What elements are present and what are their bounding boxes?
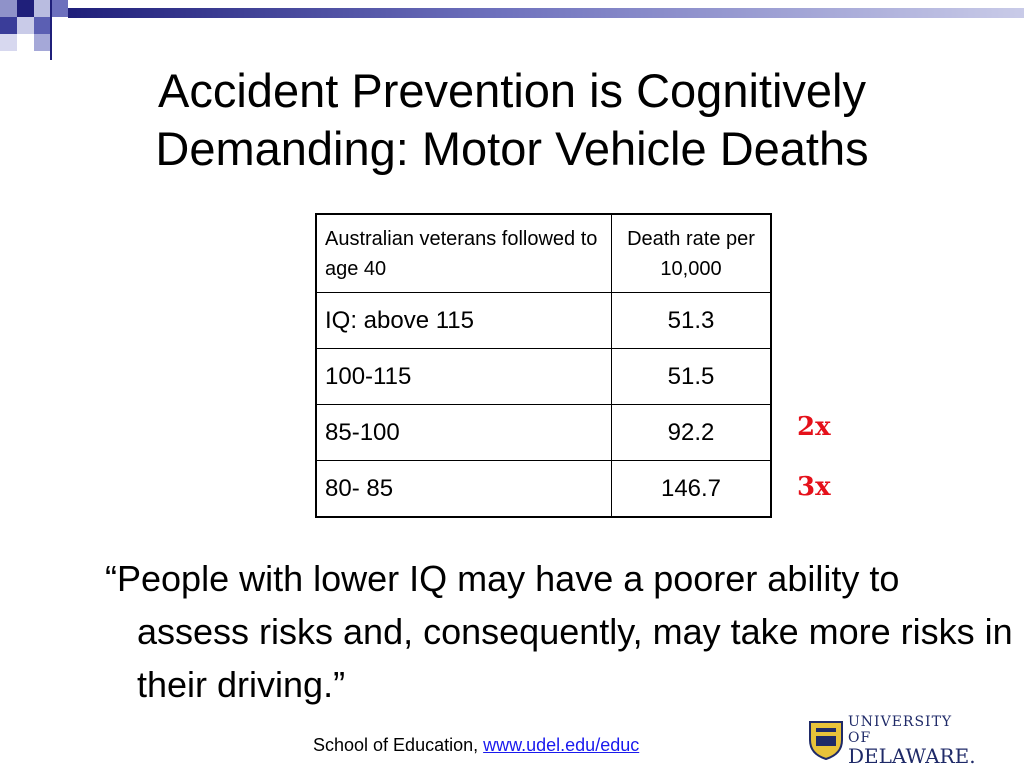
logo-line2: DELAWARE. [848,744,976,768]
footer-link[interactable]: www.udel.edu/educ [483,735,640,755]
decor-square [34,0,51,17]
death-rate-table: Australian veterans followed to age 40 D… [315,213,772,518]
death-rate-cell: 51.3 [611,292,772,349]
table-row: IQ: above 115 51.3 [315,292,772,349]
iq-range-cell: IQ: above 115 [315,292,612,349]
decor-square [51,0,68,17]
quote-text: “People with lower IQ may have a poorer … [105,558,1013,705]
death-rate-cell: 51.5 [611,348,772,405]
iq-range-cell: 100-115 [315,348,612,405]
table-header-row: Australian veterans followed to age 40 D… [315,213,772,293]
decor-square [0,0,17,17]
iq-range-cell: 80- 85 [315,460,612,518]
death-rate-cell: 146.7 [611,460,772,518]
logo-wordmark: UNIVERSITY OF DELAWARE. [848,714,976,768]
multiplier-2x: 2x [797,412,831,442]
multiplier-3x: 3x [797,472,831,502]
table-row: 80- 85 146.7 [315,460,772,518]
death-rate-cell: 92.2 [611,404,772,461]
header-death-rate: Death rate per 10,000 [611,213,772,293]
table-row: 100-115 51.5 [315,348,772,405]
decor-square [0,17,17,34]
university-logo: UNIVERSITY OF DELAWARE. [808,712,976,768]
decor-square [17,17,34,34]
decor-square [0,34,17,51]
table-row: 85-100 92.2 [315,404,772,461]
footer-prefix: School of Education, [313,735,484,755]
decor-square [34,17,51,34]
logo-line1: UNIVERSITY OF [848,714,953,746]
shield-icon [809,721,843,760]
header-cohort: Australian veterans followed to age 40 [315,213,612,293]
decor-square [34,34,51,51]
header-gradient-bar [68,8,1024,18]
footer: School of Education, www.udel.edu/educ [313,735,639,756]
slide-title: Accident Prevention is Cognitively Deman… [155,64,869,175]
decor-square [17,0,34,17]
iq-range-cell: 85-100 [315,404,612,461]
header-vertical-line [50,0,52,60]
